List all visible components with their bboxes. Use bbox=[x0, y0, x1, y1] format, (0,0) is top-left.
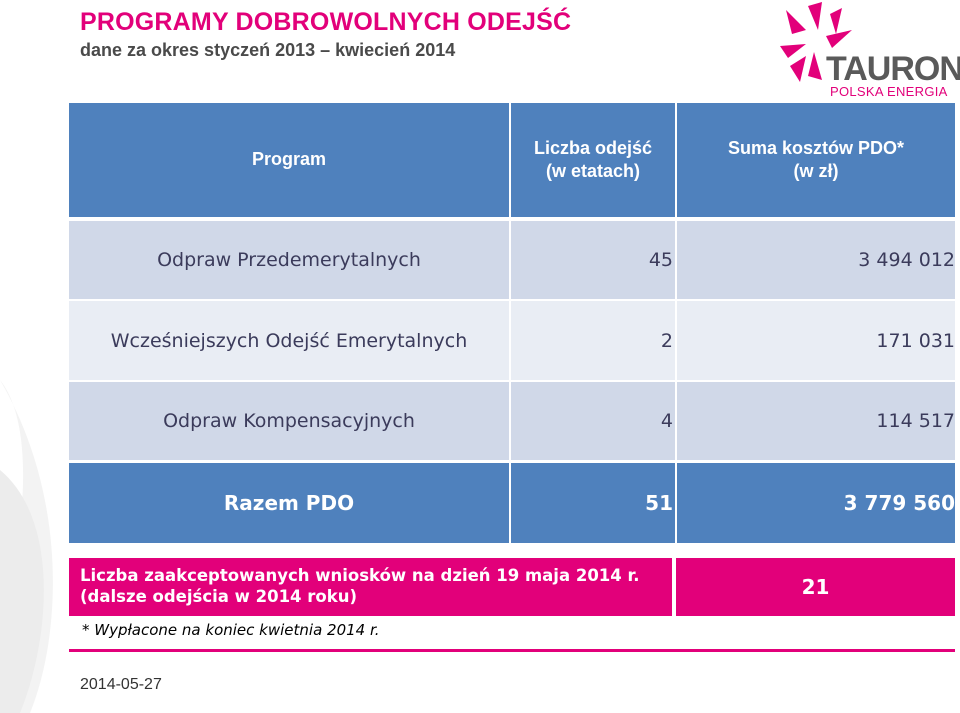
logo-wordmark: TAURON bbox=[826, 50, 960, 88]
footer-date: 2014-05-27 bbox=[80, 676, 162, 693]
footer-divider bbox=[69, 649, 955, 652]
tauron-logo-icon bbox=[780, 2, 852, 82]
column-header-program: Program bbox=[69, 103, 509, 217]
applications-line1: Liczba zaakceptowanych wniosków na dzień… bbox=[80, 566, 640, 585]
table-header-row: Program Liczba odejść (w etatach) Suma k… bbox=[69, 103, 955, 217]
row-program: Odpraw Kompensacyjnych bbox=[69, 382, 509, 460]
row-cost: 171 031 bbox=[677, 301, 955, 380]
column-header-count: Liczba odejść (w etatach) bbox=[511, 103, 675, 217]
total-cost: 3 779 560 bbox=[677, 463, 955, 543]
total-label: Razem PDO bbox=[69, 463, 509, 543]
table-row: Wcześniejszych Odejść Emerytalnych 2 171… bbox=[69, 301, 955, 380]
row-cost: 3 494 012 bbox=[677, 221, 955, 299]
row-count: 2 bbox=[511, 301, 675, 380]
row-program: Wcześniejszych Odejść Emerytalnych bbox=[69, 301, 509, 380]
total-count: 51 bbox=[511, 463, 675, 543]
row-program: Odpraw Przedemerytalnych bbox=[69, 221, 509, 299]
applications-line2: (dalsze odejścia w 2014 roku) bbox=[80, 587, 358, 606]
row-count: 45 bbox=[511, 221, 675, 299]
footnote: * Wypłacone na koniec kwietnia 2014 r. bbox=[82, 621, 380, 639]
logo-tagline: POLSKA ENERGIA bbox=[830, 84, 948, 99]
table-total-row: Razem PDO 51 3 779 560 bbox=[69, 463, 955, 543]
page-subtitle: dane za okres styczeń 2013 – kwiecień 20… bbox=[80, 40, 456, 60]
column-header-cost: Suma kosztów PDO* (w zł) bbox=[677, 103, 955, 217]
row-cost: 114 517 bbox=[677, 382, 955, 460]
row-count: 4 bbox=[511, 382, 675, 460]
table-row: Odpraw Przedemerytalnych 45 3 494 012 bbox=[69, 221, 955, 299]
applications-label: Liczba zaakceptowanych wniosków na dzień… bbox=[69, 558, 672, 616]
table-row: Odpraw Kompensacyjnych 4 114 517 bbox=[69, 382, 955, 460]
applications-value: 21 bbox=[676, 558, 955, 616]
page-title: PROGRAMY DOBROWOLNYCH ODEJŚĆ bbox=[80, 8, 572, 36]
